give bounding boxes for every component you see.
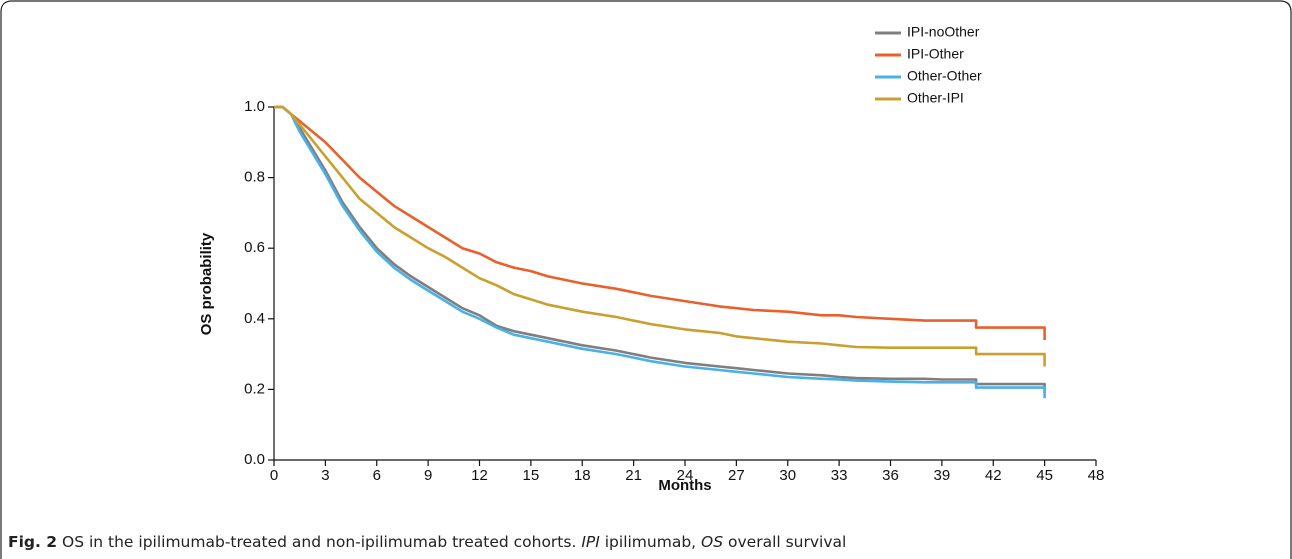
series-line xyxy=(274,105,1046,393)
x-tick-label: 27 xyxy=(728,467,745,484)
series-line xyxy=(274,105,1046,399)
caption-part: overall survival xyxy=(723,533,847,551)
y-tick-label: 1.0 xyxy=(244,98,265,115)
x-tick-label: 6 xyxy=(373,467,381,484)
x-tick-label: 21 xyxy=(625,467,642,484)
x-tick-label: 12 xyxy=(471,467,488,484)
y-tick-label: 0.2 xyxy=(244,380,265,397)
x-tick-label: 3 xyxy=(321,467,329,484)
x-tick-label: 33 xyxy=(831,467,848,484)
x-tick-label: 45 xyxy=(1036,467,1053,484)
x-tick-label: 9 xyxy=(424,467,432,484)
x-tick-label: 15 xyxy=(523,467,540,484)
y-axis-label: OS probability xyxy=(198,232,215,335)
series-line xyxy=(274,105,1046,367)
x-tick-label: 18 xyxy=(574,467,591,484)
x-tick-label: 36 xyxy=(882,467,899,484)
legend-label: IPI-noOther xyxy=(907,24,980,40)
x-tick-label: 39 xyxy=(934,467,951,484)
x-tick-label: 30 xyxy=(779,467,796,484)
y-tick-label: 0.6 xyxy=(244,239,265,256)
x-tick-label: 0 xyxy=(270,467,278,484)
caption-part: OS xyxy=(701,533,724,551)
y-tick-label: 0.4 xyxy=(244,310,265,327)
caption-part: ipilimumab, xyxy=(599,533,702,551)
y-tick-label: 0.0 xyxy=(244,451,265,468)
legend-label: Other-Other xyxy=(907,68,982,84)
caption-part: IPI xyxy=(581,533,600,551)
legend-label: Other-IPI xyxy=(907,90,964,106)
caption-part: Fig. 2 xyxy=(8,533,58,551)
caption-part: OS in the ipilimumab-treated and non-ipi… xyxy=(57,533,582,551)
x-tick-label: 42 xyxy=(985,467,1002,484)
x-axis-label: Months xyxy=(658,477,711,494)
series-line xyxy=(274,105,1046,340)
x-tick-label: 48 xyxy=(1088,467,1105,484)
x-tick-label: 24 xyxy=(677,467,694,484)
legend-label: IPI-Other xyxy=(907,46,964,62)
y-tick-label: 0.8 xyxy=(244,169,265,186)
caption: Fig. 2 OS in the ipilimumab-treated and … xyxy=(8,533,846,551)
